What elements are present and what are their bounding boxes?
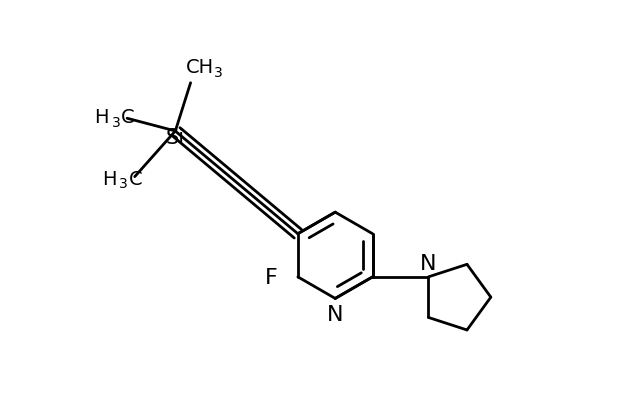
Text: 3: 3 — [119, 177, 128, 191]
Text: 3: 3 — [111, 116, 120, 130]
Text: 3: 3 — [214, 66, 223, 79]
Text: CH: CH — [186, 58, 214, 77]
Text: C: C — [129, 169, 143, 188]
Text: F: F — [265, 267, 278, 287]
Text: N: N — [327, 304, 344, 324]
Text: Si: Si — [166, 128, 185, 148]
Text: N: N — [420, 253, 436, 273]
Text: H: H — [95, 108, 109, 127]
Text: C: C — [122, 108, 135, 127]
Text: H: H — [102, 169, 116, 188]
